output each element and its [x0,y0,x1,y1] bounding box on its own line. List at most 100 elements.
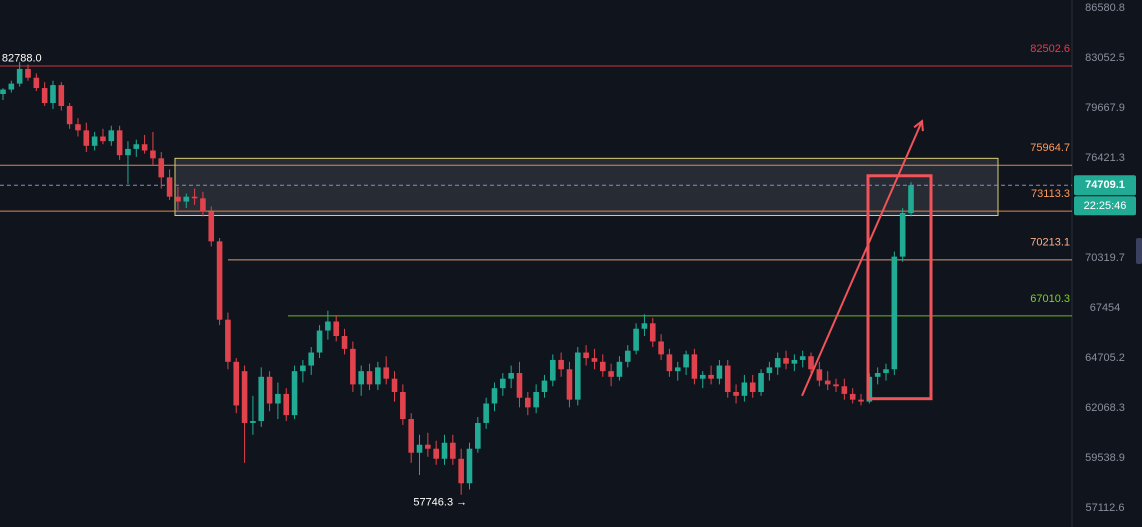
candle-body [333,321,340,336]
candle-body [425,444,431,449]
candle-body [708,374,714,379]
candle-body [216,241,223,320]
candle-body [741,382,748,396]
candle-body [75,124,81,131]
y-tick-label: 67454 [1090,302,1121,314]
candle-body [191,196,198,199]
candle-body [791,359,798,364]
candle-body [316,330,323,353]
candle-body [291,371,298,416]
candle-body [491,388,498,404]
candle-body [300,365,306,372]
candle-body [899,213,906,257]
zone-box [174,157,999,217]
y-tick-label: 64705.2 [1085,352,1125,364]
candle-body [358,371,365,385]
y-tick-label: 86580.8 [1085,2,1125,14]
candle-body [150,150,156,159]
candle-body [724,365,731,392]
candle-body [408,419,414,453]
level-label: 70213.1 [1030,237,1070,249]
candle-body [716,365,723,379]
candle-body [508,373,514,379]
candle-body [350,348,356,385]
candle-body [649,323,656,342]
y-tick-label: 57112.6 [1086,502,1125,514]
y-tick-label: 79667.9 [1085,102,1125,114]
candle-body [774,358,781,368]
candle-body [441,442,448,459]
candle-body [691,354,698,379]
candle-body [341,335,348,349]
candle-body [891,256,898,370]
candle-body [699,374,706,379]
candle-body [500,378,506,389]
price-tag-label: 74709.1 [1085,179,1125,191]
candle-body [799,356,806,360]
y-tick-label: 70319.7 [1085,252,1125,264]
candle-body [833,384,839,387]
candle-body [200,198,206,212]
countdown-label: 22:25:46 [1084,200,1127,212]
candle-body [549,359,556,381]
candle-body [391,378,398,392]
candle-body [25,68,31,78]
candle-body [624,350,631,362]
candle-body [591,358,598,362]
y-tick-label: 59538.9 [1085,452,1125,464]
candle-body [83,130,90,146]
candle-body [175,196,181,202]
candle-body [258,376,265,421]
price-tag [1074,175,1136,196]
candle-body [108,130,115,142]
candle-body [533,391,539,408]
candle-body [908,185,914,214]
candle-body [91,136,98,146]
candle-body [125,148,131,156]
candle-body [824,380,831,385]
candle-body [325,321,331,331]
candle-body [874,373,881,377]
candle-body [308,352,315,366]
candle-body [658,341,664,355]
trend-arrow [801,120,923,397]
candle-body [141,144,148,151]
candle-body [758,373,764,392]
candle-body [574,352,581,400]
candle-body [808,356,814,370]
level-label: 82502.6 [1030,43,1070,55]
candle-body [541,380,548,392]
candle-body [166,177,173,197]
candle-body [683,354,689,368]
candle-body [525,397,531,408]
candle-body [233,361,240,406]
scroll-handle[interactable] [1136,238,1142,264]
y-tick-label: 76421.3 [1085,152,1125,164]
y-tick-label: 62068.3 [1085,402,1125,414]
candle-body [616,361,623,377]
candle-body [733,391,739,396]
candle-body [633,328,639,351]
candle-body [641,323,648,329]
candle-body [266,376,273,404]
candle-body [841,386,848,394]
candle-body [475,422,481,449]
candle-body [483,403,489,423]
candle-body [883,369,889,374]
candle-body [849,393,856,400]
candle-body [749,382,756,392]
level-label: 67010.3 [1030,293,1070,305]
candle-body [766,367,773,374]
candle-body [433,448,439,459]
low-label: 57746.3 → [413,497,467,509]
candle-body [41,88,48,103]
candle-body [183,196,190,202]
candle-body [250,420,256,423]
candle-body [858,399,864,402]
candle-body [674,367,681,372]
candle-body [816,369,823,381]
countdown-tag [1074,196,1136,216]
candle-body [583,352,589,359]
